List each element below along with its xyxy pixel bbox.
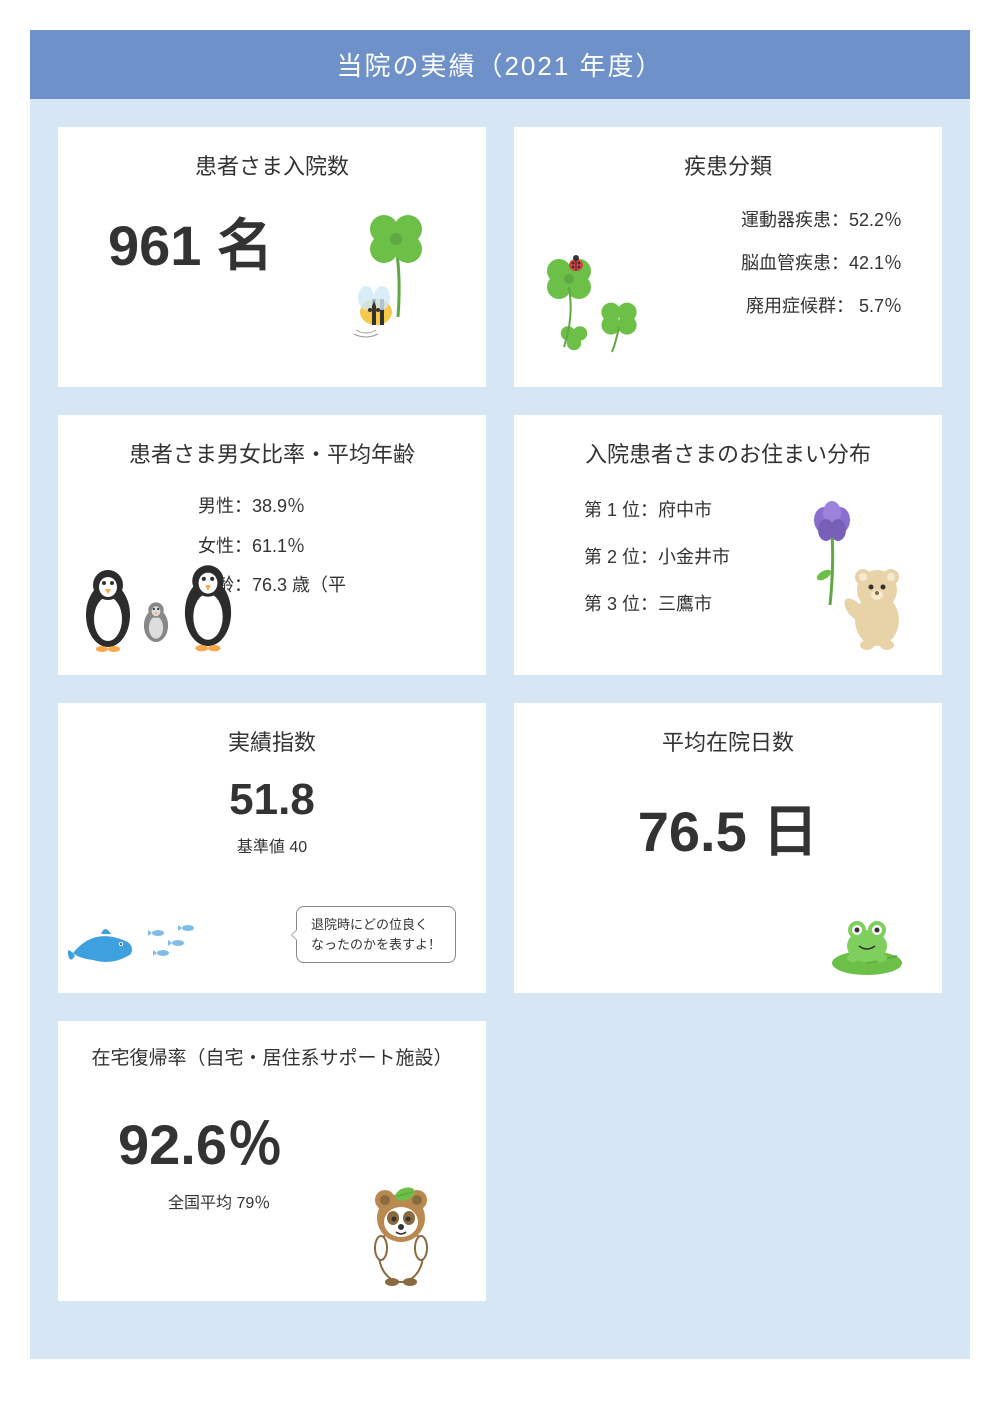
card-homereturn: 在宅復帰率（自宅・居住系サポート施設） 92.6％ 全国平均 79％ xyxy=(58,1021,486,1301)
tanuki-icon xyxy=(356,1166,446,1286)
frog-icon xyxy=(822,898,912,978)
card-stay-value: 76.5 日 xyxy=(534,787,922,868)
card-index-bubble: 退院時にどの位良く なったのかを表すよ！ xyxy=(296,906,456,963)
bubble-line-2: なったのかを表すよ！ xyxy=(311,935,441,955)
card-index: 実績指数 51.8 基準値 40 退院時にどの位良く なったのかを表すよ！ xyxy=(58,703,486,993)
card-stay: 平均在院日数 76.5 日 xyxy=(514,703,942,993)
disease-item-1: 運動器疾患：52.2％ xyxy=(534,199,902,242)
bubble-line-1: 退院時にどの位良く xyxy=(311,915,441,935)
card-grid: 患者さま入院数 961 名 xyxy=(30,99,970,1329)
card-residence-title: 入院患者さまのお住まい分布 xyxy=(534,437,922,469)
dolphin-icon xyxy=(68,908,228,978)
header-bar: 当院の実績（2021 年度） xyxy=(30,30,970,99)
card-index-title: 実績指数 xyxy=(78,725,466,757)
card-gender-age: 患者さま男女比率・平均年齢 男性：38.9％ 女性：61.1％ 年齢：76.3 … xyxy=(58,415,486,675)
card-residence: 入院患者さまのお住まい分布 第 1 位：府中市 第 2 位：小金井市 第 3 位… xyxy=(514,415,942,675)
card-stay-title: 平均在院日数 xyxy=(534,725,922,757)
penguin-family-icon xyxy=(78,550,278,660)
gender-male: 男性：38.9％ xyxy=(198,487,466,527)
card-admissions-title: 患者さま入院数 xyxy=(78,149,466,181)
header-title: 当院の実績（2021 年度） xyxy=(336,51,663,81)
card-disease: 疾患分類 運動器疾患：52.2％ 脳血管疾患：42.1％ 廃用症候群： 5.7％ xyxy=(514,127,942,387)
card-homereturn-title: 在宅復帰率（自宅・居住系サポート施設） xyxy=(78,1043,466,1070)
page-container: 当院の実績（2021 年度） 患者さま入院数 961 名 xyxy=(30,30,970,1359)
bee-clover-icon xyxy=(326,207,446,347)
card-admissions: 患者さま入院数 961 名 xyxy=(58,127,486,387)
card-disease-title: 疾患分類 xyxy=(534,149,922,181)
card-index-subtext: 基準値 40 xyxy=(78,833,466,857)
clover-ladybug-icon xyxy=(534,247,664,367)
bear-flower-icon xyxy=(792,495,922,655)
card-gender-age-title: 患者さま男女比率・平均年齢 xyxy=(78,437,466,469)
card-index-value: 51.8 xyxy=(78,775,466,825)
